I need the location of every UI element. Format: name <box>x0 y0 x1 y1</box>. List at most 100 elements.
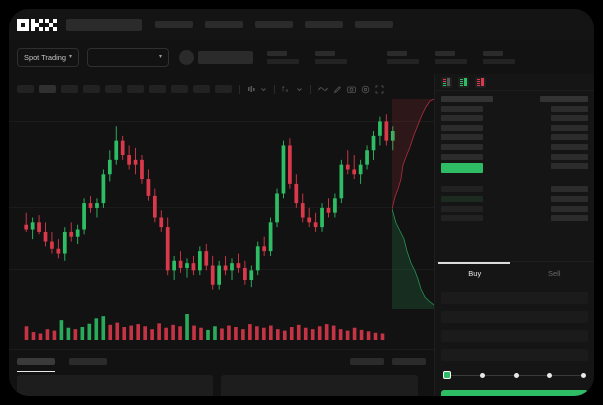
order-book-row[interactable] <box>441 124 588 131</box>
order-book-row[interactable] <box>441 134 588 141</box>
trading-pair-dropdown[interactable]: ▾ <box>87 47 169 67</box>
okx-logo-o <box>17 18 29 31</box>
ticker-item-1 <box>315 50 347 64</box>
pair-avatar <box>179 49 194 65</box>
timeframe-button-8[interactable] <box>193 85 210 93</box>
ticker-item-0 <box>267 50 299 64</box>
ticker-item-3 <box>435 50 467 64</box>
slider-step-25[interactable] <box>479 372 485 378</box>
timeframe-button-3[interactable] <box>83 85 100 93</box>
bottom-tab-orders[interactable] <box>69 358 107 365</box>
timeframe-button-5[interactable] <box>127 85 144 93</box>
nav-item-4[interactable] <box>355 21 393 28</box>
bottom-action-0[interactable] <box>350 358 384 365</box>
ticker-item-2 <box>387 50 419 64</box>
nav-item-0[interactable] <box>155 21 193 28</box>
order-book-price <box>441 186 483 193</box>
ticker-value <box>267 58 299 64</box>
order-book-rows[interactable] <box>435 91 594 261</box>
ticker-label <box>315 50 335 56</box>
order-book-price <box>441 105 483 112</box>
price-field[interactable] <box>441 311 588 323</box>
bottom-tab-positions[interactable] <box>17 358 55 372</box>
market-type-dropdown[interactable]: Spot Trading ▾ <box>17 47 79 67</box>
nav-item-3[interactable] <box>305 21 343 28</box>
order-book-row[interactable] <box>441 215 588 222</box>
order-book-row[interactable] <box>441 143 588 150</box>
price-chart[interactable] <box>9 99 434 349</box>
search-input[interactable] <box>66 18 142 31</box>
depth-view-both-icon[interactable] <box>441 76 452 88</box>
order-book-price <box>441 153 483 160</box>
toolbar-divider <box>239 84 240 94</box>
slider-step-50[interactable] <box>513 372 519 378</box>
order-book-price <box>441 115 483 122</box>
timeframe-button-2[interactable] <box>61 85 78 93</box>
fullscreen-icon[interactable] <box>375 85 384 94</box>
active-tab-underline <box>17 370 55 372</box>
orders-panel[interactable] <box>221 375 418 396</box>
order-book-row[interactable] <box>441 115 588 122</box>
slider-handle[interactable] <box>443 371 451 379</box>
indicators-dropdown-icon[interactable] <box>296 86 303 93</box>
order-book-row[interactable] <box>441 105 588 112</box>
order-type-field[interactable] <box>441 292 588 304</box>
pencil-icon[interactable] <box>333 85 342 94</box>
ticker-value <box>483 58 515 64</box>
order-book-amount <box>551 134 588 141</box>
amount-percent-slider[interactable] <box>443 368 586 382</box>
timeframe-button-4[interactable] <box>105 85 122 93</box>
line-tool-icon[interactable] <box>318 85 328 93</box>
order-book-amount <box>551 115 588 122</box>
chevron-down-icon: ▾ <box>158 54 162 60</box>
slider-step-75[interactable] <box>547 372 553 378</box>
order-book-row[interactable] <box>441 153 588 160</box>
chart-type-dropdown-icon[interactable] <box>260 86 267 93</box>
bottom-action-1[interactable] <box>392 358 426 365</box>
order-book-row[interactable] <box>441 186 588 193</box>
chart-gridline <box>9 121 434 122</box>
order-book-row[interactable] <box>441 96 588 102</box>
timeframe-button-0[interactable] <box>17 85 34 93</box>
positions-panel[interactable] <box>17 375 213 396</box>
nav-item-2[interactable] <box>255 21 293 28</box>
order-book-row[interactable] <box>441 195 588 202</box>
depth-view-asks-icon[interactable] <box>475 76 486 88</box>
place-buy-order-button[interactable] <box>441 390 588 396</box>
toolbar-divider <box>310 84 311 94</box>
depth-view-bids-icon[interactable] <box>458 76 469 88</box>
timeframe-button-1[interactable] <box>39 85 56 93</box>
order-book-amount <box>551 205 588 212</box>
settings-icon[interactable] <box>361 85 370 94</box>
timeframe-button-6[interactable] <box>149 85 166 93</box>
order-book-amount <box>551 186 588 193</box>
order-side-tabs: Buy Sell <box>435 261 594 285</box>
order-book-amount <box>551 215 588 222</box>
tab-sell[interactable]: Sell <box>547 269 561 278</box>
order-book-row[interactable] <box>441 205 588 212</box>
amount-field[interactable] <box>441 330 588 342</box>
candlestick-series <box>24 114 395 290</box>
camera-icon[interactable] <box>347 85 356 94</box>
order-book-price <box>441 96 493 102</box>
timeframe-button-9[interactable] <box>215 85 232 93</box>
order-book-panel: Buy Sell <box>434 74 594 396</box>
chart-type-icon[interactable] <box>247 85 255 93</box>
order-book-row[interactable] <box>441 177 588 183</box>
order-book-row[interactable] <box>441 163 588 174</box>
order-book-price <box>441 195 483 202</box>
order-book-amount <box>551 124 588 131</box>
svg-text:f: f <box>282 85 285 93</box>
slider-step-100[interactable] <box>581 372 586 378</box>
total-field[interactable] <box>441 349 588 361</box>
ticker-label <box>483 50 503 56</box>
nav-item-1[interactable] <box>205 21 243 28</box>
ticker-value <box>387 58 419 64</box>
okx-logo-icon[interactable] <box>17 18 57 31</box>
app-header <box>9 9 594 40</box>
ticker-group-right <box>387 50 515 64</box>
order-book-amount <box>551 153 588 160</box>
timeframe-button-7[interactable] <box>171 85 188 93</box>
tab-buy[interactable]: Buy <box>435 262 515 285</box>
